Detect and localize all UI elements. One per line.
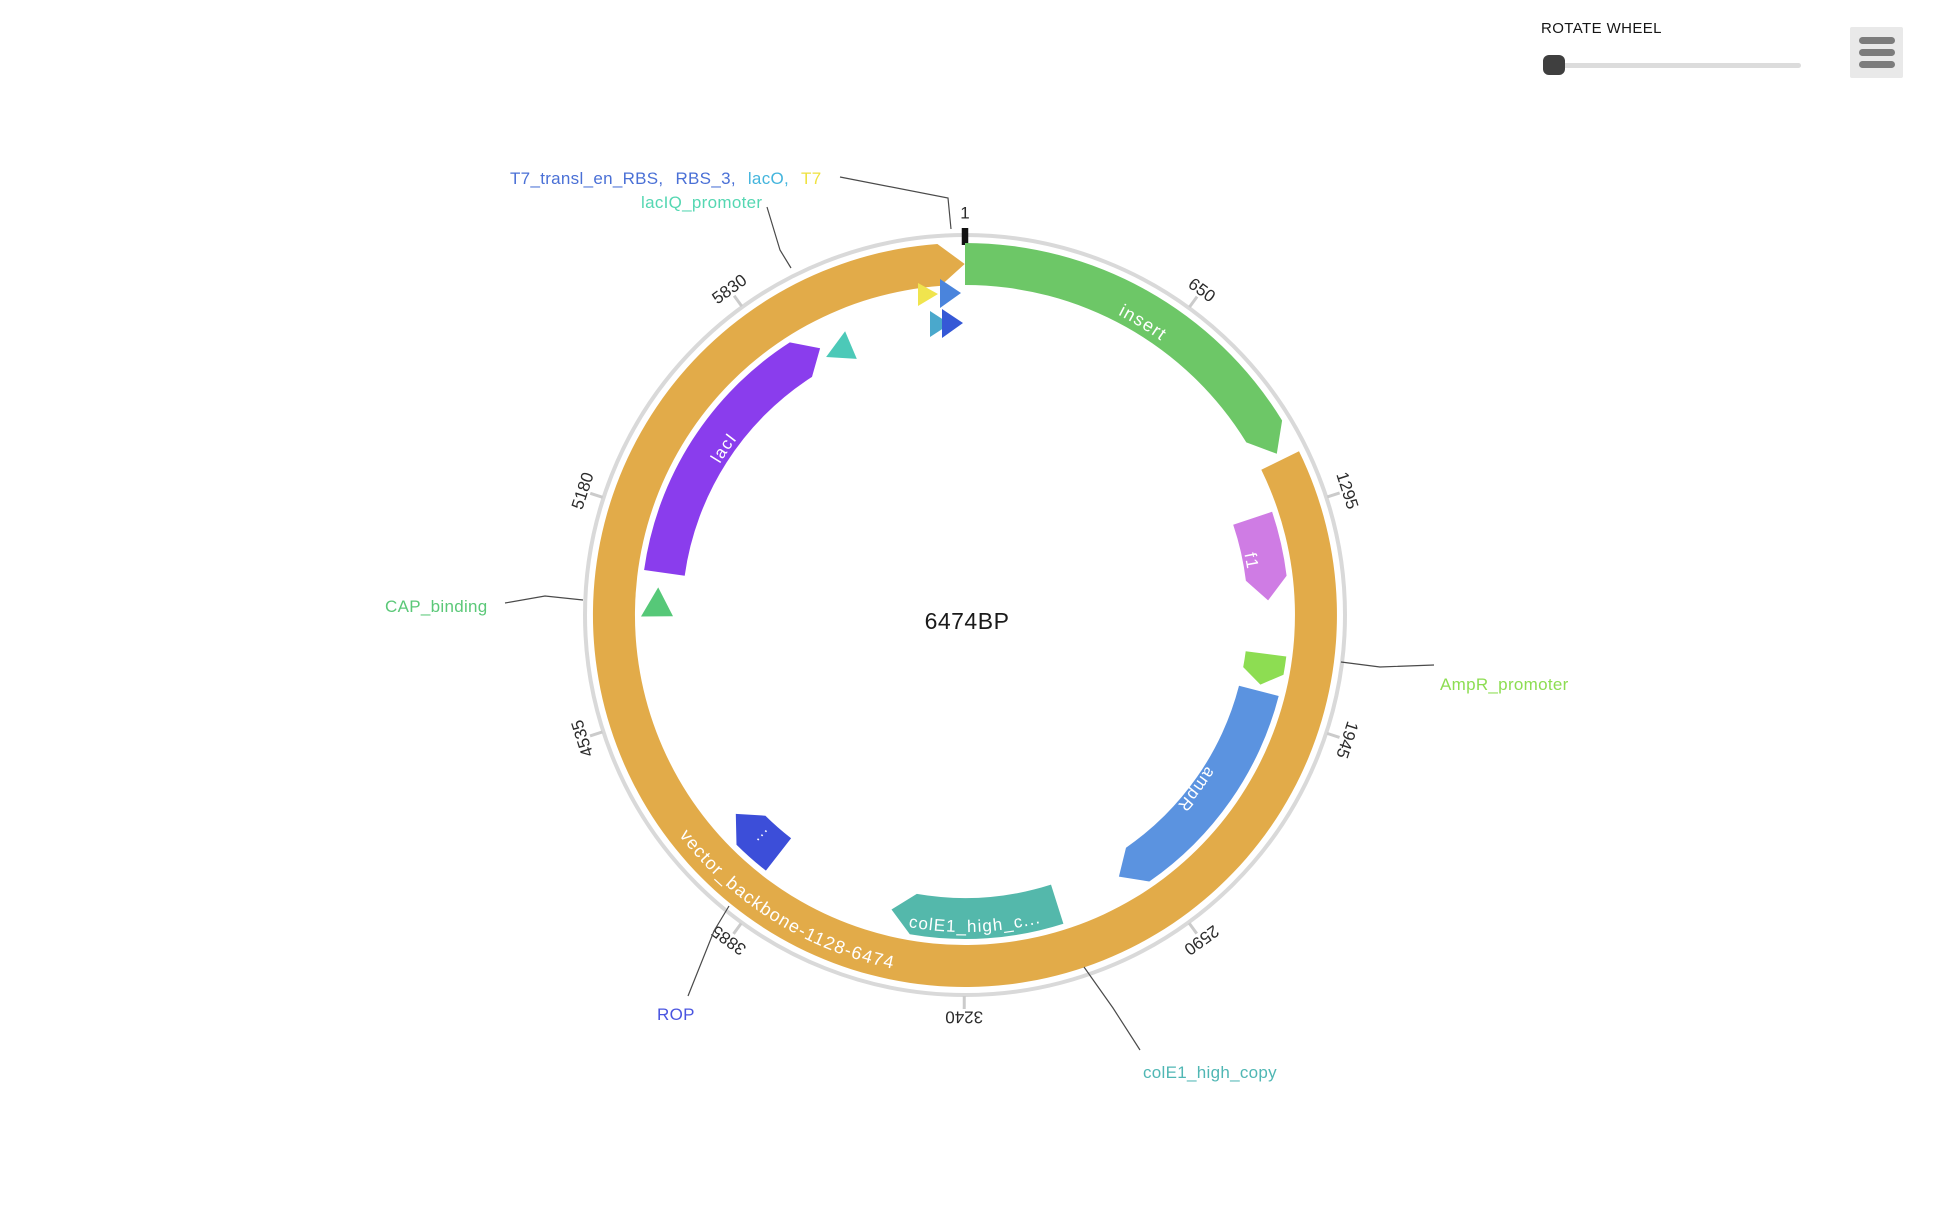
leader-line [1083,966,1141,1051]
callout-lacIQ_promoter[interactable]: lacIQ_promoter [641,193,762,212]
tick-label-1: 1 [960,204,969,223]
leader-line [1340,661,1435,668]
tick-label-5830: 5830 [709,270,751,308]
tick-label-1945: 1945 [1332,719,1362,761]
feature-ROP[interactable] [735,813,792,871]
tick-2590 [1187,922,1198,935]
tick-5830 [732,294,743,308]
tick-label-2590: 2590 [1181,921,1223,959]
feature-insert[interactable] [965,243,1283,454]
leader-line [839,176,952,230]
feature-colE1_high_copy[interactable] [891,884,1064,940]
feature-AmpR_promoter_arrow[interactable] [1243,651,1287,685]
callout-top-feature-group[interactable]: T7_transl_en_RBS, RBS_3, lacO, T7 [510,169,822,188]
rotate-wheel-label: ROTATE WHEEL [1541,20,1662,37]
slider-thumb[interactable] [1543,55,1565,75]
tick-label-3885: 3885 [708,921,750,959]
hamburger-icon [1858,37,1895,68]
menu-button[interactable] [1850,27,1903,78]
callout-AmpR_promoter[interactable]: AmpR_promoter [1440,675,1569,694]
tick-label-1295: 1295 [1332,470,1362,512]
callout-colE1_high_copy[interactable]: colE1_high_copy [1143,1063,1277,1082]
callout-CAP_binding[interactable]: CAP_binding [385,597,488,616]
tick-label-5180: 5180 [568,470,598,512]
marker-lacO[interactable] [930,311,950,337]
feature-ampR[interactable] [1118,685,1279,882]
feature-f1[interactable] [1233,511,1287,601]
callout-ROP[interactable]: ROP [657,1005,695,1024]
marker-lacIQ_promoter[interactable] [826,331,857,359]
tick-3885 [732,922,743,935]
marker-T7[interactable] [918,283,938,306]
tick-4535 [589,730,603,738]
tick-650 [1188,295,1199,308]
feature-lacI[interactable] [644,342,821,576]
feature-f1-label: f1 [1240,551,1262,571]
marker-T7_transl_en_RBS[interactable] [940,279,961,308]
plasmid-size-label: 6474BP [925,608,1010,634]
leader-line [504,595,584,604]
marker-CAP_binding[interactable] [641,587,673,617]
leader-line [687,905,730,997]
slider-track[interactable] [1543,63,1801,68]
tick-label-650: 650 [1185,274,1219,306]
tick-1945 [1326,731,1340,739]
leader-line [766,206,792,269]
tick-label-3240: 3240 [945,1007,983,1026]
tick-label-4535: 4535 [568,717,598,759]
tick-5180 [589,491,604,499]
tick-1295 [1326,491,1341,499]
rotate-wheel-slider[interactable] [1543,52,1803,78]
marker-RBS_3[interactable] [942,309,963,338]
